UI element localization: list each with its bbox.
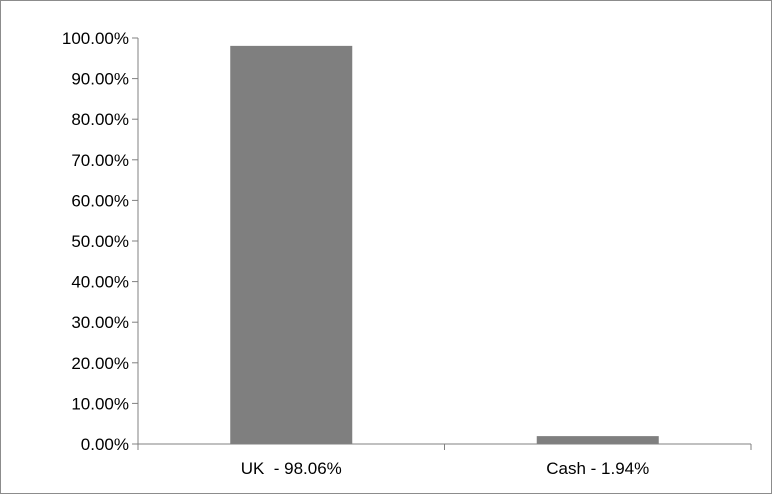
category-label: UK - 98.06% <box>241 459 342 478</box>
y-tick-label: 20.00% <box>71 354 129 373</box>
y-tick-label: 100.00% <box>62 29 129 48</box>
y-tick-label: 0.00% <box>81 435 129 454</box>
bar <box>536 436 659 444</box>
y-tick-label: 40.00% <box>71 273 129 292</box>
y-tick-label: 10.00% <box>71 394 129 413</box>
y-tick-label: 60.00% <box>71 191 129 210</box>
bar <box>230 45 353 444</box>
y-tick-label: 30.00% <box>71 313 129 332</box>
bars <box>230 45 659 444</box>
y-tick-label: 90.00% <box>71 70 129 89</box>
x-axis-ticks <box>137 444 752 450</box>
y-axis-ticks: 0.00% 10.00% 20.00% 30.00% 40.00% 50.00% 60.00… <box>62 29 138 454</box>
y-tick-label: 80.00% <box>71 110 129 129</box>
y-tick-label: 70.00% <box>71 151 129 170</box>
y-tick-label: 50.00% <box>71 232 129 251</box>
category-label: Cash - 1.94% <box>546 459 649 478</box>
x-axis-labels: UK - 98.06% Cash - 1.94% <box>241 459 650 478</box>
